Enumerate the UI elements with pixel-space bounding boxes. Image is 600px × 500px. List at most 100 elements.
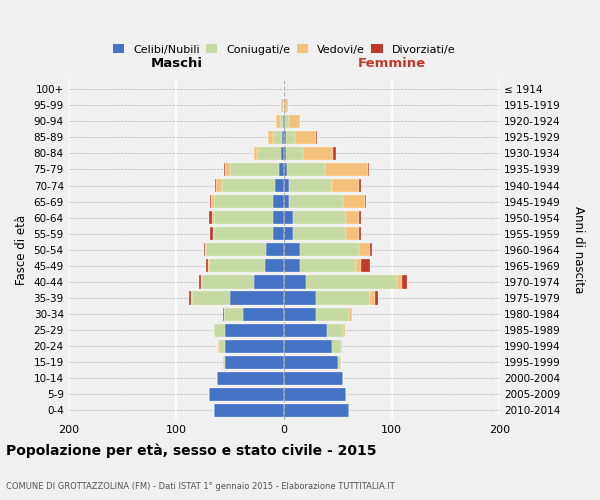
Bar [346, 227, 359, 240]
Bar [285, 114, 289, 128]
Bar [216, 179, 221, 192]
Bar [284, 195, 289, 208]
Bar [341, 340, 342, 353]
Bar [254, 147, 257, 160]
Bar [223, 356, 225, 369]
Legend: Celibi/Nubili, Coniugati/e, Vedovi/e, Divorziati/e: Celibi/Nubili, Coniugati/e, Vedovi/e, Di… [110, 41, 458, 58]
Bar [284, 308, 316, 320]
Bar [285, 98, 288, 112]
Text: Maschi: Maschi [151, 57, 202, 70]
Bar [281, 98, 283, 112]
Bar [284, 356, 338, 369]
Bar [327, 324, 343, 336]
Bar [325, 163, 368, 176]
Bar [304, 147, 334, 160]
Bar [376, 292, 377, 304]
Bar [370, 292, 376, 304]
Bar [214, 195, 273, 208]
Bar [370, 243, 372, 256]
Bar [266, 243, 284, 256]
Bar [225, 163, 230, 176]
Bar [316, 131, 317, 144]
Bar [221, 179, 275, 192]
Bar [284, 260, 300, 272]
Bar [284, 292, 316, 304]
Bar [284, 179, 289, 192]
Bar [349, 308, 352, 320]
Bar [286, 147, 304, 160]
Bar [209, 388, 284, 401]
Bar [205, 243, 206, 256]
Bar [359, 211, 361, 224]
Bar [295, 131, 316, 144]
Bar [268, 131, 273, 144]
Bar [214, 324, 225, 336]
Text: COMUNE DI GROTTAZZOLINA (FM) - Dati ISTAT 1° gennaio 2015 - Elaborazione TUTTITA: COMUNE DI GROTTAZZOLINA (FM) - Dati ISTA… [6, 482, 395, 491]
Bar [284, 211, 293, 224]
Bar [217, 372, 284, 385]
Bar [284, 276, 305, 288]
Bar [202, 276, 254, 288]
Bar [225, 356, 284, 369]
Bar [191, 292, 193, 304]
Bar [359, 227, 361, 240]
Bar [257, 147, 281, 160]
Bar [273, 195, 284, 208]
Bar [209, 260, 265, 272]
Bar [356, 260, 361, 272]
Bar [280, 114, 283, 128]
Bar [214, 211, 273, 224]
Bar [368, 163, 369, 176]
Bar [278, 163, 284, 176]
Bar [224, 308, 243, 320]
Bar [193, 292, 230, 304]
Bar [316, 292, 370, 304]
Bar [220, 340, 225, 353]
Bar [265, 260, 284, 272]
Bar [293, 227, 346, 240]
Bar [332, 179, 359, 192]
Bar [212, 211, 214, 224]
Bar [243, 308, 284, 320]
Bar [209, 211, 212, 224]
Bar [230, 163, 278, 176]
Bar [209, 227, 213, 240]
Bar [213, 227, 214, 240]
Bar [284, 340, 332, 353]
Bar [284, 404, 349, 417]
Bar [284, 243, 300, 256]
Bar [275, 179, 284, 192]
Bar [346, 211, 359, 224]
Bar [300, 243, 359, 256]
Bar [343, 195, 365, 208]
Bar [286, 131, 295, 144]
Bar [359, 243, 370, 256]
Bar [206, 260, 208, 272]
Bar [361, 260, 370, 272]
Bar [284, 98, 285, 112]
Bar [284, 227, 293, 240]
Bar [277, 114, 280, 128]
Y-axis label: Anni di nascita: Anni di nascita [572, 206, 585, 294]
Bar [334, 147, 335, 160]
Bar [283, 114, 284, 128]
Bar [332, 340, 341, 353]
Bar [305, 276, 397, 288]
Y-axis label: Fasce di età: Fasce di età [15, 215, 28, 285]
Bar [289, 195, 343, 208]
Bar [281, 147, 284, 160]
Bar [284, 131, 286, 144]
Bar [284, 114, 285, 128]
Bar [223, 308, 224, 320]
Bar [199, 276, 201, 288]
Bar [209, 195, 211, 208]
Bar [230, 292, 284, 304]
Bar [343, 324, 346, 336]
Bar [225, 340, 284, 353]
Bar [365, 195, 366, 208]
Bar [316, 308, 349, 320]
Bar [284, 147, 286, 160]
Bar [189, 292, 191, 304]
Bar [208, 260, 209, 272]
Bar [338, 356, 341, 369]
